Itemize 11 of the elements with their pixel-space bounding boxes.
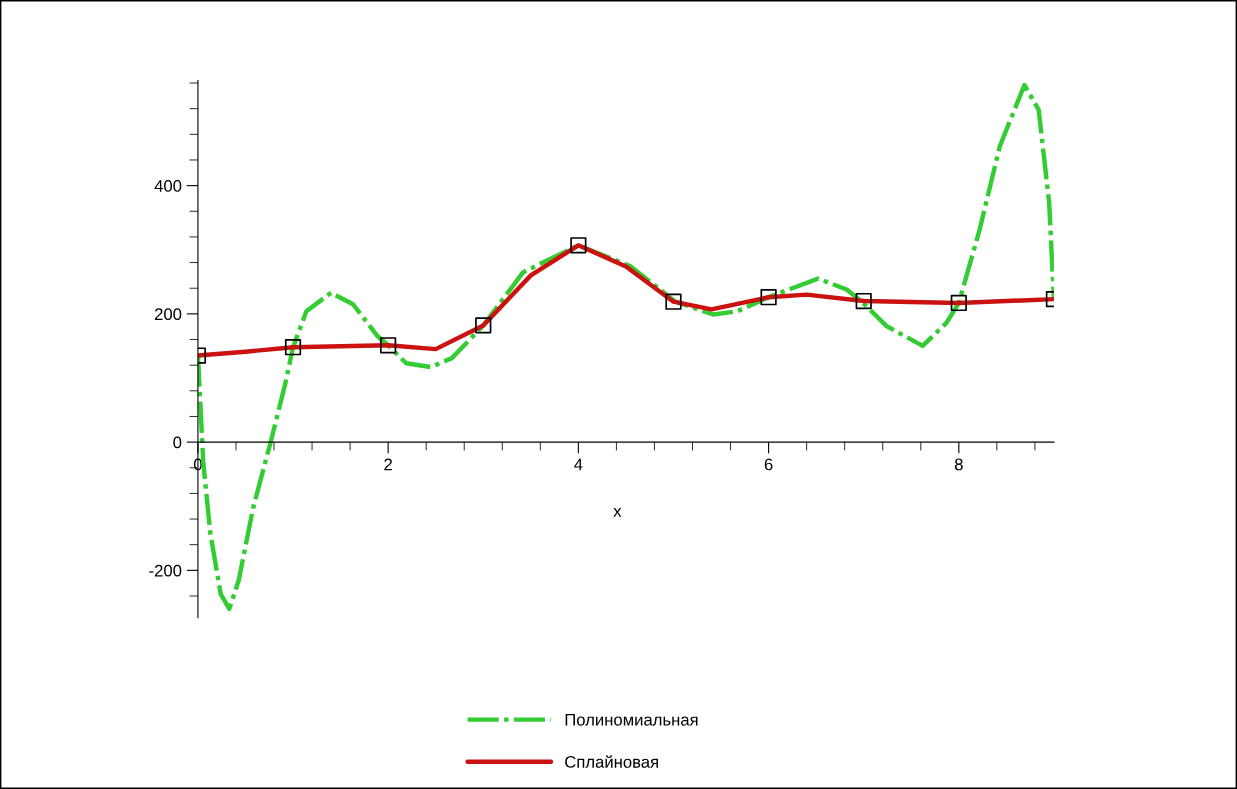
x-tick-label: 2 (384, 458, 392, 471)
y-tick-label: 400 (154, 180, 182, 192)
y-tick-label: -200 (149, 564, 182, 577)
x-axis-title: x (613, 507, 622, 517)
y-tick-label: 200 (154, 308, 182, 321)
y-tick-label: 0 (173, 436, 182, 449)
legend-label: Сплайновая (565, 755, 658, 768)
x-tick-label: 4 (574, 458, 583, 471)
legend-label: Полиномиальная (565, 714, 698, 726)
x-tick-label: 6 (764, 458, 773, 471)
x-tick-label: 8 (954, 458, 963, 471)
